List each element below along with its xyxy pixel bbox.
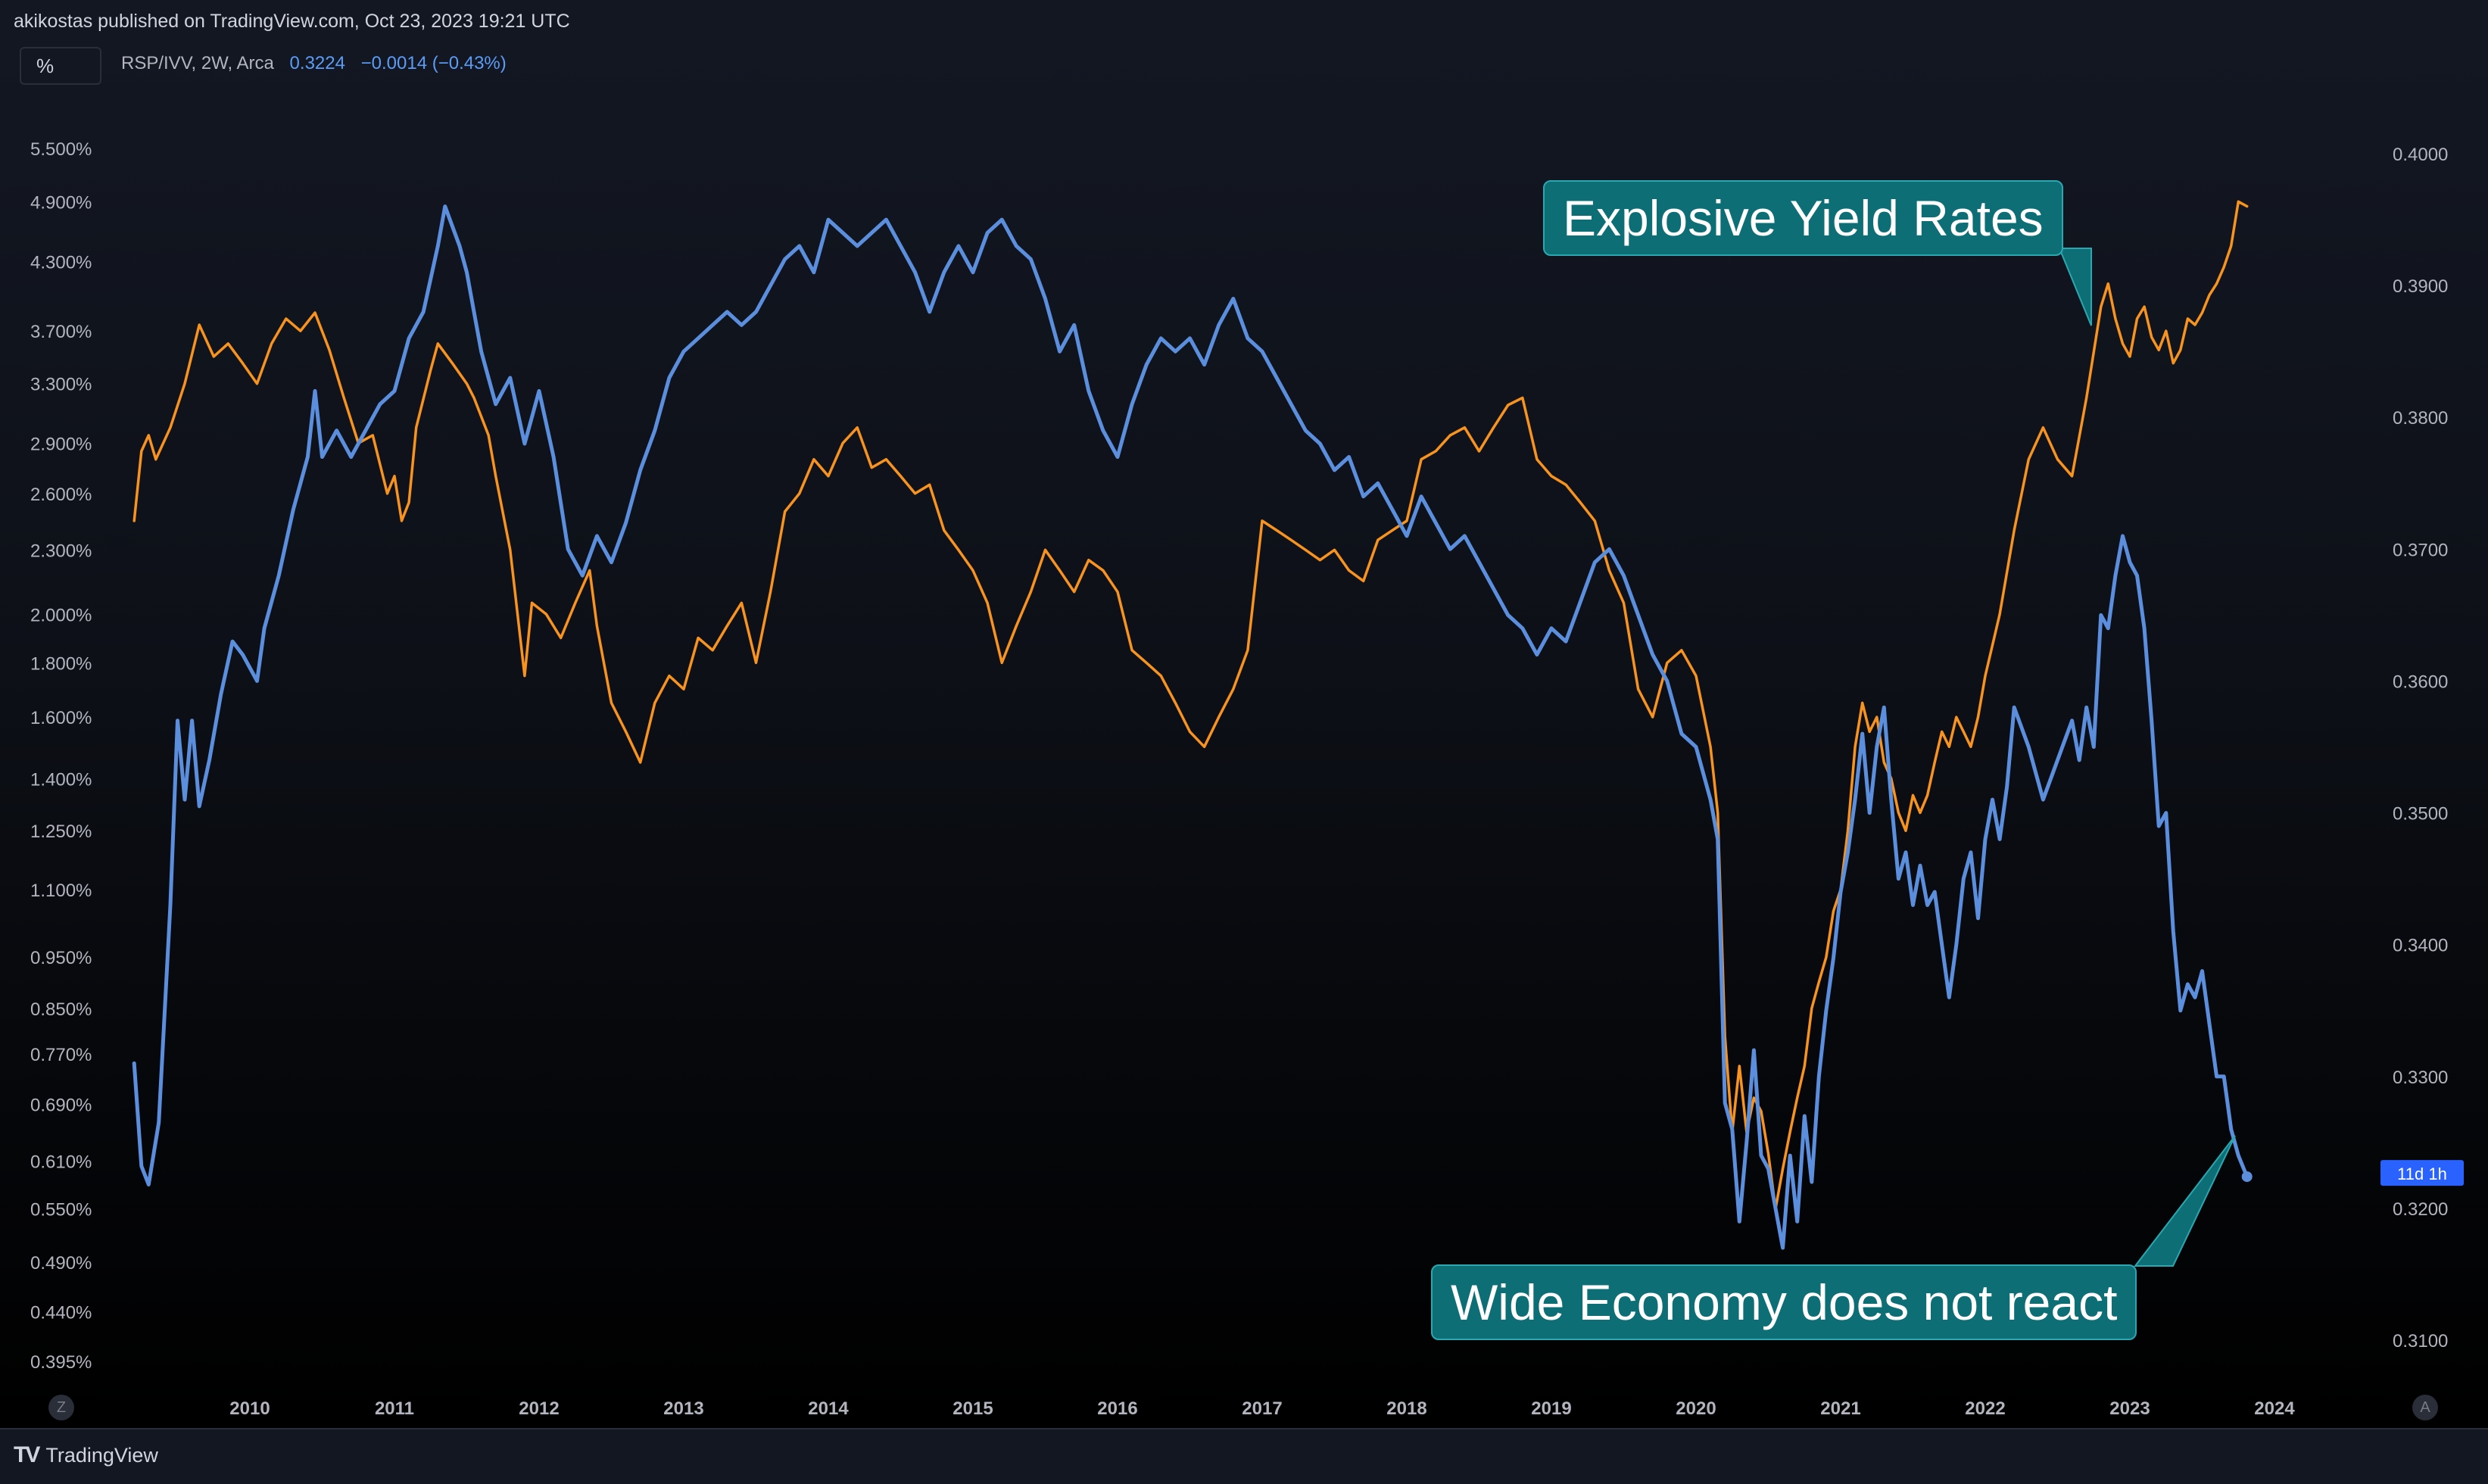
time-tick-label: 2024 — [2254, 1398, 2295, 1419]
last-value: 0.3224 — [289, 53, 345, 73]
left-tick-label: 5.500% — [30, 139, 92, 160]
time-tick-label: 2013 — [663, 1398, 703, 1419]
right-axis: 0.4000 0.3900 0.3800 0.3700 0.3600 0.3500 0.34… — [2393, 145, 2448, 1352]
time-axis: 2010 2011 2012 2013 2014 2015 2016 2017 2018 2019… — [229, 1398, 2295, 1419]
left-tick-label: 2.900% — [30, 434, 92, 454]
left-tick-label: 0.490% — [30, 1253, 92, 1274]
callout-explosive-yield[interactable]: Explosive Yield Rates — [1543, 180, 2063, 256]
right-tick-label: 0.3800 — [2393, 408, 2448, 429]
time-tick-label: 2016 — [1097, 1398, 1137, 1419]
left-tick-label: 0.950% — [30, 948, 92, 968]
left-tick-label: 0.440% — [30, 1302, 92, 1323]
callout-pointer-top — [2058, 248, 2092, 326]
series-layer: 11d 1h — [132, 200, 2464, 1250]
left-tick-label: 0.850% — [30, 999, 92, 1020]
right-tick-label: 0.3300 — [2393, 1068, 2448, 1088]
left-tick-label: 1.400% — [30, 769, 92, 790]
last-point-marker — [2241, 1171, 2253, 1183]
zoom-corner-button[interactable]: Z — [48, 1395, 74, 1420]
time-tick-label: 2014 — [808, 1398, 849, 1419]
right-tick-label: 0.4000 — [2393, 145, 2448, 165]
left-tick-label: 2.000% — [30, 605, 92, 625]
left-axis: 5.500% 4.900% 4.300% 3.700% 3.300% 2.900% 2.60… — [30, 139, 92, 1373]
left-tick-label: 0.395% — [30, 1352, 92, 1373]
time-tick-label: 2019 — [1531, 1398, 1571, 1419]
price-tag — [2380, 1160, 2464, 1186]
symbol-label: RSP/IVV, 2W, Arca — [121, 53, 274, 73]
time-tick-label: 2022 — [1965, 1398, 2005, 1419]
right-tick-label: 0.3700 — [2393, 540, 2448, 560]
time-tick-label: 2017 — [1242, 1398, 1282, 1419]
right-tick-label: 0.3500 — [2393, 804, 2448, 825]
tradingview-logo[interactable]: TV TradingView — [14, 1442, 158, 1468]
time-tick-label: 2020 — [1676, 1398, 1716, 1419]
right-tick-label: 0.3900 — [2393, 276, 2448, 297]
price-tag-label: 11d 1h — [2397, 1164, 2447, 1183]
auto-scale-button[interactable]: A — [2412, 1395, 2438, 1420]
time-tick-label: 2015 — [952, 1398, 993, 1419]
left-tick-label: 1.100% — [30, 881, 92, 901]
time-tick-label: 2012 — [519, 1398, 559, 1419]
series-line-yield[interactable] — [133, 200, 2249, 1211]
left-tick-label: 1.800% — [30, 653, 92, 674]
right-tick-label: 0.3200 — [2393, 1199, 2448, 1220]
right-tick-label: 0.3400 — [2393, 936, 2448, 956]
time-tick-label: 2021 — [1820, 1398, 1860, 1419]
left-tick-label: 0.610% — [30, 1152, 92, 1173]
brand-label: TradingView — [45, 1443, 158, 1467]
series-line-rsp-ivv[interactable] — [132, 204, 2249, 1250]
top-bar: akikostas published on TradingView.com, … — [0, 0, 2488, 42]
symbol-legend[interactable]: RSP/IVV, 2W, Arca 0.3224 −0.0014 (−0.43%… — [121, 53, 507, 74]
left-tick-label: 0.770% — [30, 1045, 92, 1065]
callout-pointer-bottom — [2133, 1135, 2236, 1267]
left-tick-label: 4.900% — [30, 192, 92, 213]
published-info: akikostas published on TradingView.com, … — [14, 11, 570, 32]
change-value: −0.0014 (−0.43%) — [360, 53, 507, 73]
time-tick-label: 2010 — [229, 1398, 270, 1419]
left-tick-label: 2.300% — [30, 541, 92, 561]
left-tick-label: 3.300% — [30, 375, 92, 395]
left-tick-label: 4.300% — [30, 253, 92, 273]
right-tick-label: 0.3100 — [2393, 1331, 2448, 1352]
left-tick-label: 3.700% — [30, 322, 92, 342]
time-tick-label: 2018 — [1386, 1398, 1426, 1419]
left-tick-label: 2.600% — [30, 485, 92, 505]
left-tick-label: 1.250% — [30, 822, 92, 842]
callout-pointers — [2058, 248, 2236, 1267]
tradingview-mark-icon: TV — [14, 1442, 40, 1467]
left-tick-label: 0.550% — [30, 1200, 92, 1221]
bottom-bar — [0, 1428, 2488, 1484]
time-tick-label: 2023 — [2109, 1398, 2150, 1419]
right-tick-label: 0.3600 — [2393, 672, 2448, 692]
left-tick-label: 1.600% — [30, 708, 92, 728]
left-tick-label: 0.690% — [30, 1096, 92, 1116]
percent-scale-button[interactable]: % — [20, 47, 101, 85]
callout-wide-economy[interactable]: Wide Economy does not react — [1431, 1264, 2137, 1340]
time-tick-label: 2011 — [375, 1398, 414, 1419]
